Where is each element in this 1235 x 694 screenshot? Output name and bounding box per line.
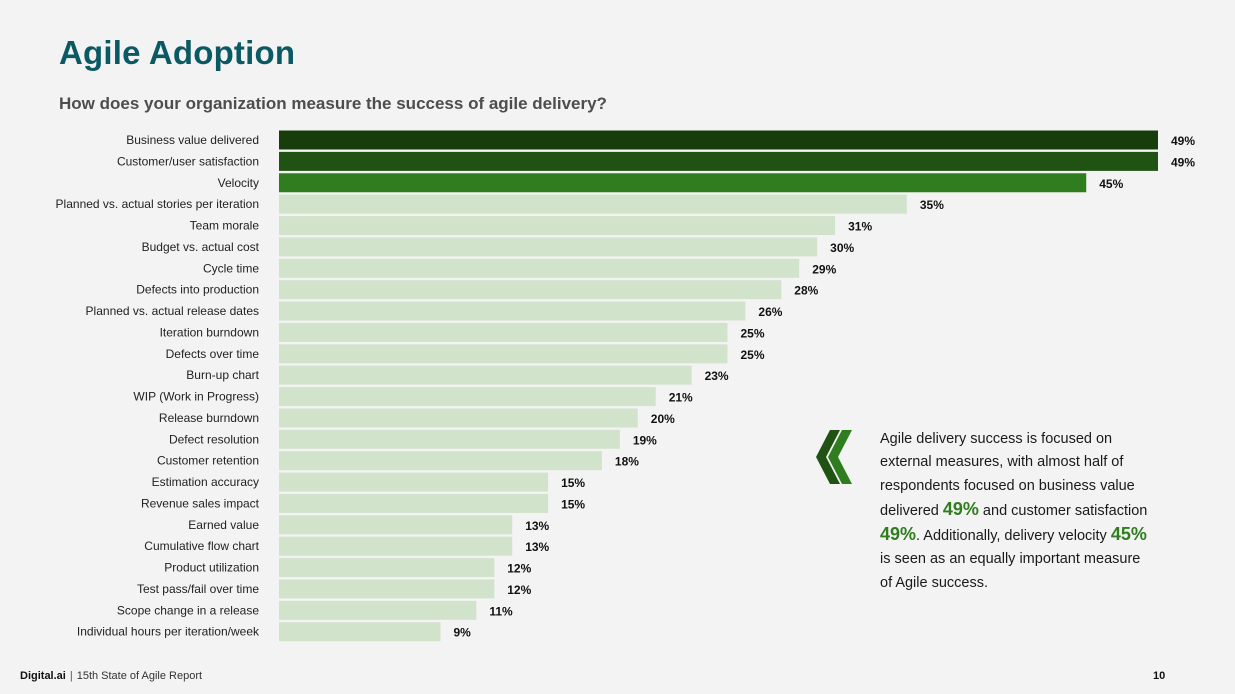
bar [279,558,495,578]
bar [279,130,1158,150]
chart-question: How does your organization measure the s… [59,94,607,113]
value-label: 15% [561,497,585,511]
category-label: Planned vs. actual release dates [86,304,259,318]
value-label: 31% [848,220,872,234]
bar [279,429,620,449]
bar [279,622,441,642]
value-label: 26% [758,305,782,319]
bar [279,387,656,407]
value-label: 9% [453,626,471,640]
callout-text: Agile delivery success is focused on ext… [880,428,1156,595]
callout-text-2: and customer satisfaction [978,502,1148,519]
value-label: 28% [794,284,818,298]
bar [279,151,1158,171]
bar [279,579,495,599]
value-label: 49% [1171,155,1195,169]
bar [279,216,836,236]
value-label: 25% [740,348,764,362]
category-label: Defect resolution [169,432,259,446]
value-label: 11% [489,604,513,618]
category-label: Budget vs. actual cost [142,240,260,254]
category-label: Test pass/fail over time [137,582,259,596]
category-label: Velocity [218,176,259,190]
value-label: 25% [740,326,764,340]
bar [279,344,728,364]
bar [279,280,782,300]
bar [279,536,513,556]
category-label: Cycle time [203,261,259,275]
callout-text-1: Agile delivery success is focused on ext… [880,431,1135,519]
brand-logo: Digital.ai [20,670,66,682]
bar [279,472,549,492]
callout-text-4: is seen as an equally important measure … [880,551,1141,591]
callout-text-3: . Additionally, delivery velocity [916,528,1111,545]
bar [279,600,477,620]
category-label: Scope change in a release [117,603,259,617]
category-label: Planned vs. actual stories per iteration [56,197,259,211]
category-label: Defects over time [166,347,260,361]
category-label: Revenue sales impact [141,496,260,510]
value-label: 49% [1171,134,1195,148]
callout-highlight-customer-satisfaction: 49% [880,524,917,545]
value-label: 19% [633,433,657,447]
category-label: Business value delivered [126,133,259,147]
callout-highlight-business-value: 49% [942,498,979,519]
bar [279,194,907,214]
value-label: 23% [705,369,729,383]
footer: Digital.ai | 15th State of Agile Report [20,670,202,682]
callout-highlight-velocity: 45% [1110,524,1147,545]
bar [279,322,728,342]
value-label: 21% [669,391,693,405]
value-label: 30% [830,241,854,255]
bar [279,515,513,535]
category-label: Defects into production [136,283,259,297]
category-label: Release burndown [159,411,259,425]
value-label: 15% [561,476,585,490]
category-label: Iteration burndown [160,325,259,339]
bar [279,451,602,471]
report-name: 15th State of Agile Report [76,670,203,682]
value-label: 29% [812,262,836,276]
category-label: Individual hours per iteration/week [77,625,260,639]
value-label: 13% [525,540,549,554]
value-label: 13% [525,519,549,533]
page-title: Agile Adoption [59,34,296,71]
value-label: 20% [651,412,675,426]
category-label: Product utilization [164,561,259,575]
category-label: Team morale [190,219,260,233]
bar [279,237,818,257]
category-label: Estimation accuracy [152,475,259,489]
category-label: Cumulative flow chart [144,539,259,553]
category-label: Burn-up chart [186,368,259,382]
page-number: 10 [1153,670,1166,682]
value-label: 35% [920,198,944,212]
footer-separator: | [69,670,73,682]
bar [279,301,746,321]
value-label: 12% [507,583,531,597]
bar [279,365,692,385]
bar-chart: Business value delivered 49% Customer/user… [56,130,1195,642]
bar [279,408,638,428]
value-label: 12% [507,562,531,576]
value-label: 18% [615,455,639,469]
bar [279,173,1087,193]
category-label: Earned value [188,518,259,532]
category-label: Customer/user satisfaction [117,154,259,168]
bar [279,258,800,278]
double-chevron-left-icon [816,430,852,484]
bar [279,493,549,513]
category-label: Customer retention [157,454,259,468]
category-label: WIP (Work in Progress) [133,390,259,404]
value-label: 45% [1099,177,1123,191]
